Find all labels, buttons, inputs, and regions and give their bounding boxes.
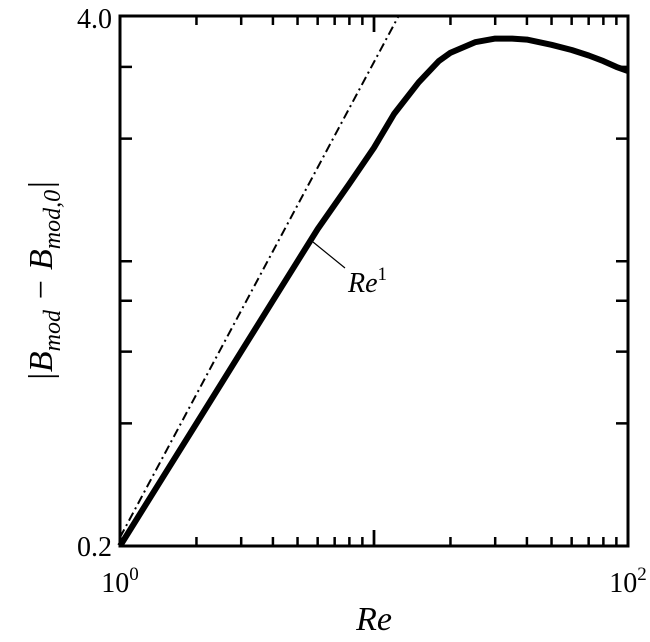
y-axis-label-suffix: | — [23, 181, 60, 190]
y-axis-label-middle: − B — [23, 249, 60, 310]
y-tick-label-bottom: 0.2 — [77, 532, 112, 563]
x-axis-label: Re — [355, 601, 392, 638]
annotation-exponent: 1 — [378, 264, 388, 285]
y-tick-label-top: 4.0 — [77, 4, 112, 35]
annotation-pointer — [312, 241, 346, 269]
series-line-thick — [117, 35, 630, 548]
y-axis-label-sub2: mod,0 — [40, 190, 66, 249]
x-tick-label-right: 102 — [609, 564, 647, 599]
y-axis-label: |Bmod − Bmod,0| — [23, 181, 66, 382]
series-layer — [117, 15, 630, 548]
x-tick-exponent-right: 2 — [637, 564, 647, 585]
y-axis-label-sub1: mod — [40, 309, 66, 351]
plot-frame — [118, 14, 630, 548]
series-line-dashdot — [119, 15, 400, 538]
annotation-label: Re1 — [347, 264, 387, 299]
x-tick-exponent-left: 0 — [129, 564, 139, 585]
x-tick-label-left: 100 — [101, 564, 139, 599]
